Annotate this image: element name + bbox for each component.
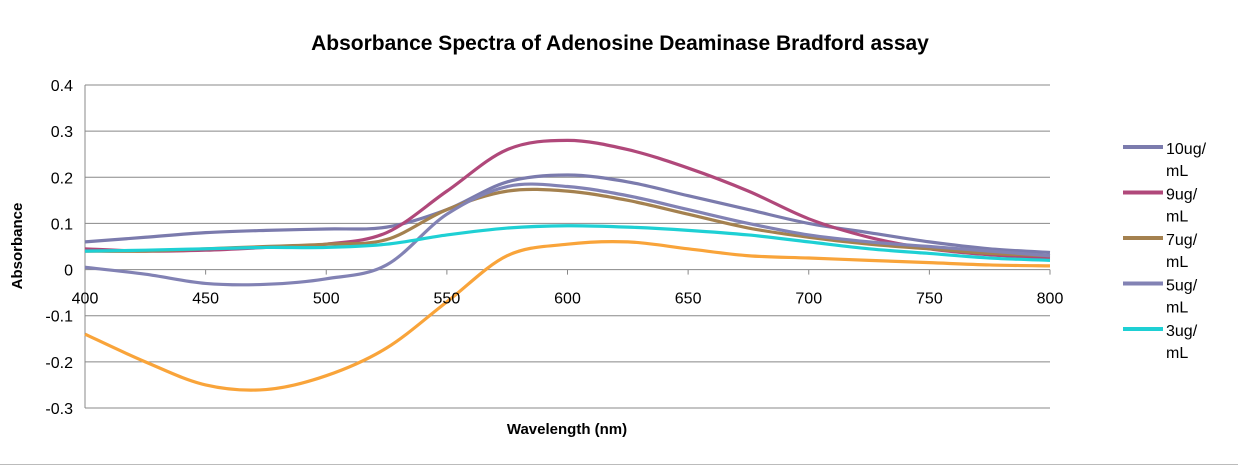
- series-line: [84, 173, 1051, 255]
- y-tick-label: -0.1: [45, 309, 73, 326]
- legend-label: 7ug/: [1166, 232, 1198, 249]
- y-tick-label: 0.4: [51, 78, 73, 95]
- y-tick-label: 0.3: [51, 124, 73, 141]
- legend-label: mL: [1166, 209, 1188, 226]
- legend-label: 3ug/: [1166, 323, 1198, 340]
- divider: [0, 464, 1238, 465]
- y-axis-label: Absorbance: [9, 203, 26, 290]
- y-tick-label: 0.1: [51, 216, 73, 233]
- series-line: [84, 239, 1051, 392]
- legend-label: mL: [1166, 300, 1188, 317]
- x-tick-label: 800: [1037, 291, 1064, 308]
- series-line: [84, 182, 1051, 287]
- legend-label: 10ug/: [1166, 141, 1207, 158]
- x-axis-label: Wavelength (nm): [507, 421, 627, 438]
- chart-title: Absorbance Spectra of Adenosine Deaminas…: [311, 32, 929, 55]
- x-tick-label: 450: [192, 291, 219, 308]
- x-tick-label: 400: [72, 291, 99, 308]
- x-tick-label: 650: [675, 291, 702, 308]
- series-line: [84, 138, 1051, 260]
- y-tick-label: -0.3: [45, 401, 73, 418]
- legend-label: mL: [1166, 254, 1188, 271]
- y-tick-label: 0: [64, 263, 73, 280]
- x-tick-label: 700: [795, 291, 822, 308]
- legend-label: 9ug/: [1166, 187, 1198, 204]
- y-tick-label: 0.2: [51, 170, 73, 187]
- legend-label: 5ug/: [1166, 278, 1198, 295]
- y-tick-label: -0.2: [45, 355, 73, 372]
- legend-label: mL: [1166, 163, 1188, 180]
- series-line: [84, 224, 1051, 262]
- x-tick-label: 600: [554, 291, 581, 308]
- legend-label: mL: [1166, 345, 1188, 362]
- x-tick-label: 550: [434, 291, 461, 308]
- x-tick-label: 750: [916, 291, 943, 308]
- x-tick-label: 500: [313, 291, 340, 308]
